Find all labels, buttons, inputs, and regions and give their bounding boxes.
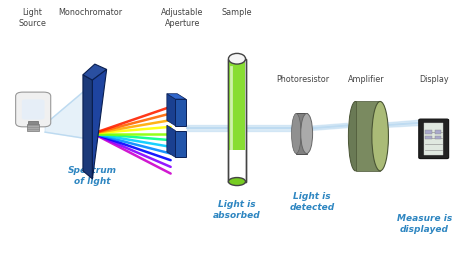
Ellipse shape (292, 113, 301, 154)
FancyBboxPatch shape (356, 101, 380, 171)
Polygon shape (45, 88, 88, 139)
Polygon shape (92, 69, 107, 179)
FancyBboxPatch shape (419, 119, 449, 159)
Ellipse shape (372, 101, 389, 171)
FancyBboxPatch shape (435, 130, 441, 134)
Polygon shape (246, 125, 291, 131)
Ellipse shape (228, 178, 246, 186)
Ellipse shape (348, 101, 363, 171)
Polygon shape (83, 64, 107, 80)
Polygon shape (167, 125, 175, 157)
Text: Display: Display (419, 75, 448, 84)
FancyBboxPatch shape (425, 130, 432, 134)
Text: Light
Source: Light Source (18, 8, 46, 28)
Text: Monochromator: Monochromator (58, 8, 122, 17)
FancyBboxPatch shape (175, 131, 186, 157)
Polygon shape (381, 120, 420, 128)
Text: Light is
absorbed: Light is absorbed (213, 200, 261, 220)
Polygon shape (313, 123, 347, 130)
FancyBboxPatch shape (22, 99, 45, 120)
Text: Photoresistor: Photoresistor (276, 75, 329, 84)
Ellipse shape (301, 113, 313, 154)
Text: Measure is
displayed: Measure is displayed (397, 214, 452, 234)
FancyBboxPatch shape (425, 136, 432, 139)
FancyBboxPatch shape (27, 124, 39, 131)
Text: Sample: Sample (222, 8, 252, 17)
Text: Spectrum
of light: Spectrum of light (68, 166, 117, 186)
FancyBboxPatch shape (175, 99, 186, 126)
FancyBboxPatch shape (296, 113, 307, 154)
Polygon shape (167, 94, 186, 99)
FancyBboxPatch shape (424, 123, 444, 155)
Text: Adjustable
Aperture: Adjustable Aperture (161, 8, 204, 28)
FancyBboxPatch shape (16, 92, 51, 127)
FancyBboxPatch shape (435, 136, 441, 139)
Polygon shape (187, 125, 228, 131)
Polygon shape (83, 75, 92, 179)
Ellipse shape (228, 53, 246, 64)
Polygon shape (167, 94, 175, 126)
FancyBboxPatch shape (229, 61, 245, 150)
FancyBboxPatch shape (28, 121, 38, 125)
FancyBboxPatch shape (228, 59, 246, 182)
Text: Light is
detected: Light is detected (289, 192, 335, 212)
Text: Amplifier: Amplifier (347, 75, 384, 84)
